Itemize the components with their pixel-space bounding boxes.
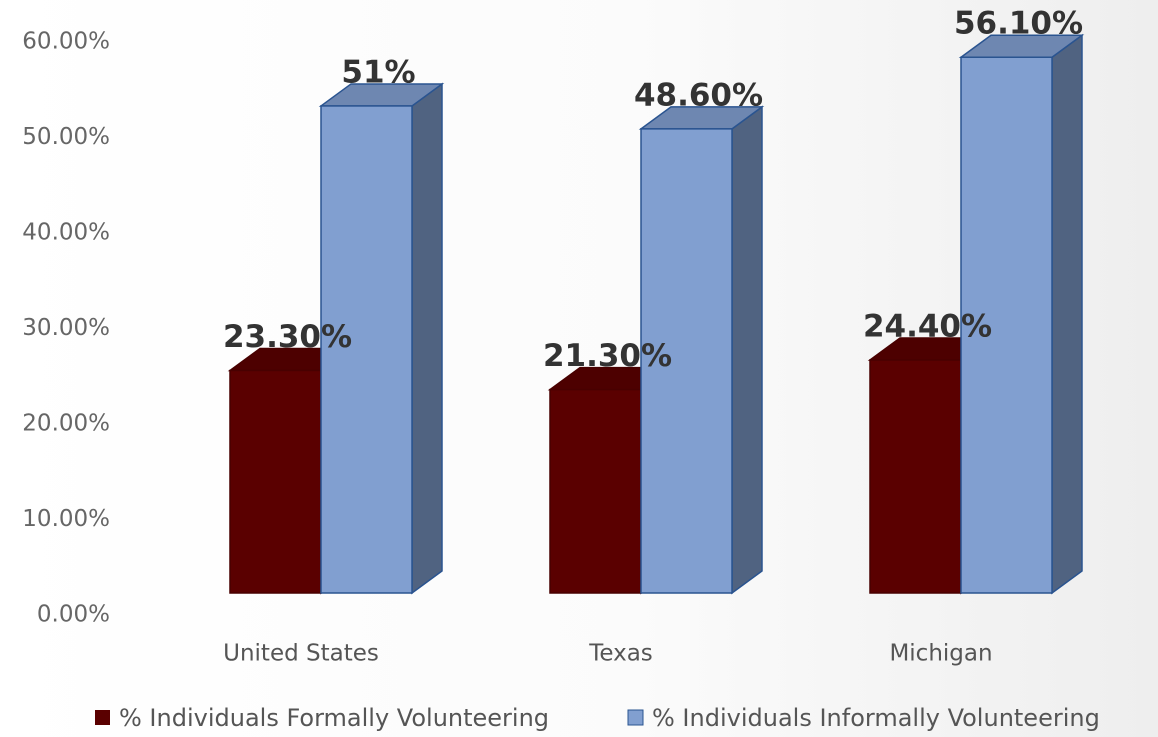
data-label: 51% [341,54,415,90]
data-label: 48.60% [634,77,763,113]
bar [960,56,1053,594]
legend-label: % Individuals Formally Volunteering [119,704,549,732]
y-tick-label: 20.00% [22,411,110,437]
bar [549,388,642,594]
y-tick-label: 10.00% [22,506,110,532]
y-tick-label: 60.00% [22,29,110,55]
legend-swatch [95,710,110,725]
legend-swatch [627,709,644,726]
y-tick-label: 0.00% [37,602,110,628]
y-tick-label: 50.00% [22,124,110,150]
x-tick-label: Texas [588,641,653,667]
bar [640,128,733,594]
x-tick-label: Michigan [889,641,992,667]
bar [320,105,413,594]
y-tick-label: 30.00% [22,315,110,341]
bar [229,369,322,594]
y-tick-label: 40.00% [22,220,110,246]
bar-side [1051,33,1083,595]
legend-label: % Individuals Informally Volunteering [652,704,1100,732]
data-label: 21.30% [543,338,672,374]
bar [869,359,962,594]
data-label: 23.30% [223,319,352,355]
bar-side [731,105,763,595]
data-label: 56.10% [954,6,1083,42]
bar-side [411,82,443,595]
data-label: 24.40% [863,308,992,344]
x-tick-label: United States [223,641,379,667]
